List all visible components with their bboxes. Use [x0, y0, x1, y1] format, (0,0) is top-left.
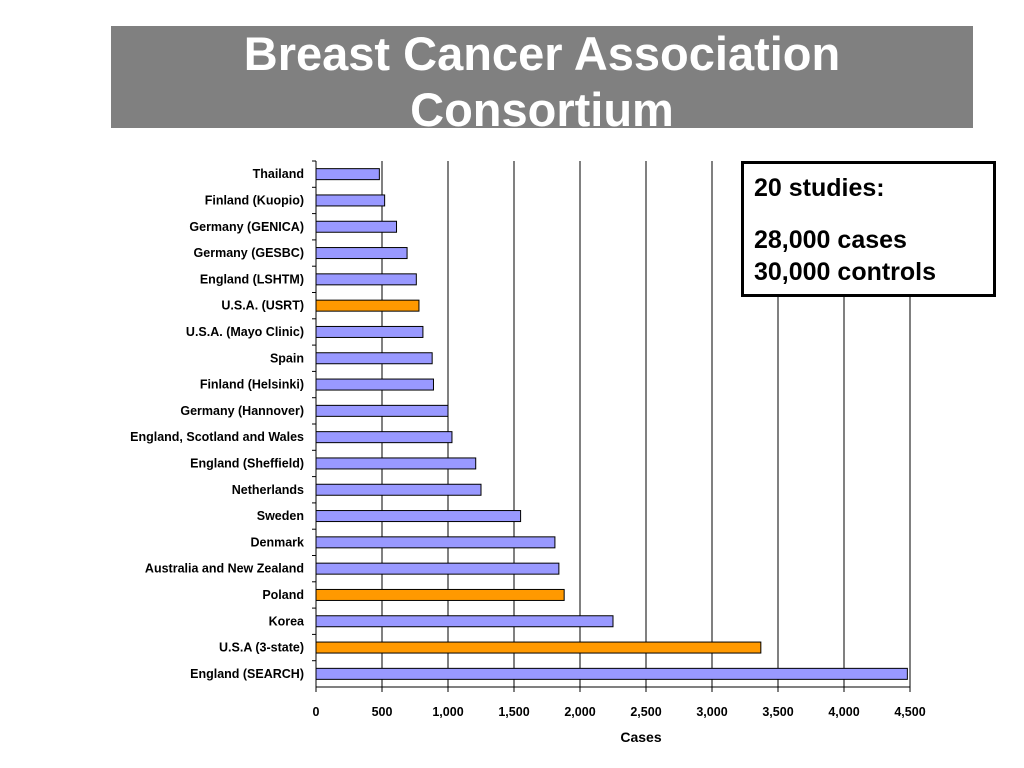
category-label: Sweden	[257, 509, 304, 523]
x-tick-label: 3,000	[696, 705, 727, 719]
bar	[315, 404, 449, 417]
bar	[315, 273, 417, 286]
bar	[315, 299, 420, 312]
x-tick-label: 4,000	[828, 705, 859, 719]
bar	[315, 588, 565, 601]
bar	[315, 247, 408, 260]
category-label: England (Sheffield)	[190, 456, 304, 470]
bar	[315, 667, 908, 680]
category-label: Korea	[269, 614, 305, 628]
bar	[315, 220, 398, 233]
x-tick-label: 0	[313, 705, 320, 719]
category-label: Spain	[270, 351, 304, 365]
bar	[315, 562, 560, 575]
category-label: England (LSHTM)	[200, 272, 304, 286]
title-banner: Breast Cancer Association Consortium	[111, 26, 973, 128]
category-label: U.S.A. (Mayo Clinic)	[186, 325, 304, 339]
category-label: Thailand	[253, 167, 304, 181]
category-label: Finland (Kuopio)	[205, 193, 304, 207]
category-label: U.S.A (3-state)	[219, 641, 304, 655]
category-label: Denmark	[251, 535, 305, 549]
category-label: Germany (GENICA)	[189, 220, 304, 234]
controls-count-text: 30,000 controls	[754, 258, 937, 286]
slide-title-line-2: Consortium	[410, 83, 674, 128]
x-tick-label: 1,000	[432, 705, 463, 719]
bar	[315, 194, 386, 207]
bars	[315, 168, 908, 680]
bar	[315, 431, 453, 444]
x-tick-label: 1,500	[498, 705, 529, 719]
bar	[315, 378, 434, 391]
studies-count-text: 20 studies:	[754, 174, 885, 202]
x-tick-label: 2,500	[630, 705, 661, 719]
slide-title-line-1: Breast Cancer Association	[243, 27, 841, 80]
category-label: Poland	[262, 588, 304, 602]
category-label: Germany (GESBC)	[194, 246, 304, 260]
x-tick-label: 2,000	[564, 705, 595, 719]
category-label: U.S.A. (USRT)	[221, 299, 304, 313]
x-tick-label: 3,500	[762, 705, 793, 719]
bar	[315, 536, 556, 549]
cases-count-text: 28,000 cases	[754, 226, 907, 254]
bar	[315, 457, 477, 470]
category-label: Netherlands	[232, 483, 304, 497]
bar	[315, 641, 762, 654]
x-tick-label: 4,500	[894, 705, 925, 719]
bar	[315, 352, 433, 365]
bar	[315, 510, 522, 523]
x-axis-title: Cases	[620, 729, 661, 745]
axes: 0 500 1,000 1,500 2,000 2,500 3,000 3,500 4,000 4…	[312, 160, 926, 719]
study-summary-box: 20 studies: 28,000 cases 30,000 controls	[741, 161, 996, 297]
slide-title: Breast Cancer Association Consortium	[111, 26, 973, 128]
category-label: England, Scotland and Wales	[130, 430, 304, 444]
bar	[315, 325, 424, 338]
category-label: England (SEARCH)	[190, 667, 304, 681]
x-tick-label: 500	[372, 705, 393, 719]
category-label: Australia and New Zealand	[145, 562, 304, 576]
bar	[315, 168, 380, 181]
category-label: Finland (Helsinki)	[200, 378, 304, 392]
category-label: Germany (Hannover)	[180, 404, 304, 418]
category-labels: Thailand Finland (Kuopio) Germany (GENICA)…	[130, 167, 305, 681]
bar	[315, 483, 482, 496]
bar	[315, 615, 614, 628]
